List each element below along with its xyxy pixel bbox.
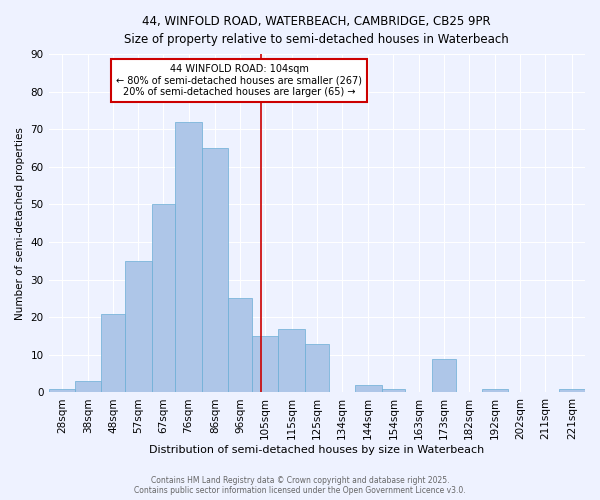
Text: Contains HM Land Registry data © Crown copyright and database right 2025.
Contai: Contains HM Land Registry data © Crown c… bbox=[134, 476, 466, 495]
Bar bbox=[252, 336, 278, 392]
Bar bbox=[278, 328, 305, 392]
Bar bbox=[101, 314, 125, 392]
Bar bbox=[559, 388, 585, 392]
Text: 44 WINFOLD ROAD: 104sqm
← 80% of semi-detached houses are smaller (267)
20% of s: 44 WINFOLD ROAD: 104sqm ← 80% of semi-de… bbox=[116, 64, 362, 98]
Bar bbox=[152, 204, 175, 392]
Bar bbox=[49, 388, 75, 392]
Bar bbox=[382, 388, 405, 392]
X-axis label: Distribution of semi-detached houses by size in Waterbeach: Distribution of semi-detached houses by … bbox=[149, 445, 484, 455]
Y-axis label: Number of semi-detached properties: Number of semi-detached properties bbox=[15, 127, 25, 320]
Bar bbox=[202, 148, 228, 392]
Bar bbox=[482, 388, 508, 392]
Bar bbox=[175, 122, 202, 392]
Bar bbox=[305, 344, 329, 392]
Bar bbox=[75, 381, 101, 392]
Bar bbox=[355, 385, 382, 392]
Title: 44, WINFOLD ROAD, WATERBEACH, CAMBRIDGE, CB25 9PR
Size of property relative to s: 44, WINFOLD ROAD, WATERBEACH, CAMBRIDGE,… bbox=[124, 15, 509, 46]
Bar bbox=[125, 261, 152, 392]
Bar bbox=[228, 298, 252, 392]
Bar bbox=[432, 358, 455, 392]
